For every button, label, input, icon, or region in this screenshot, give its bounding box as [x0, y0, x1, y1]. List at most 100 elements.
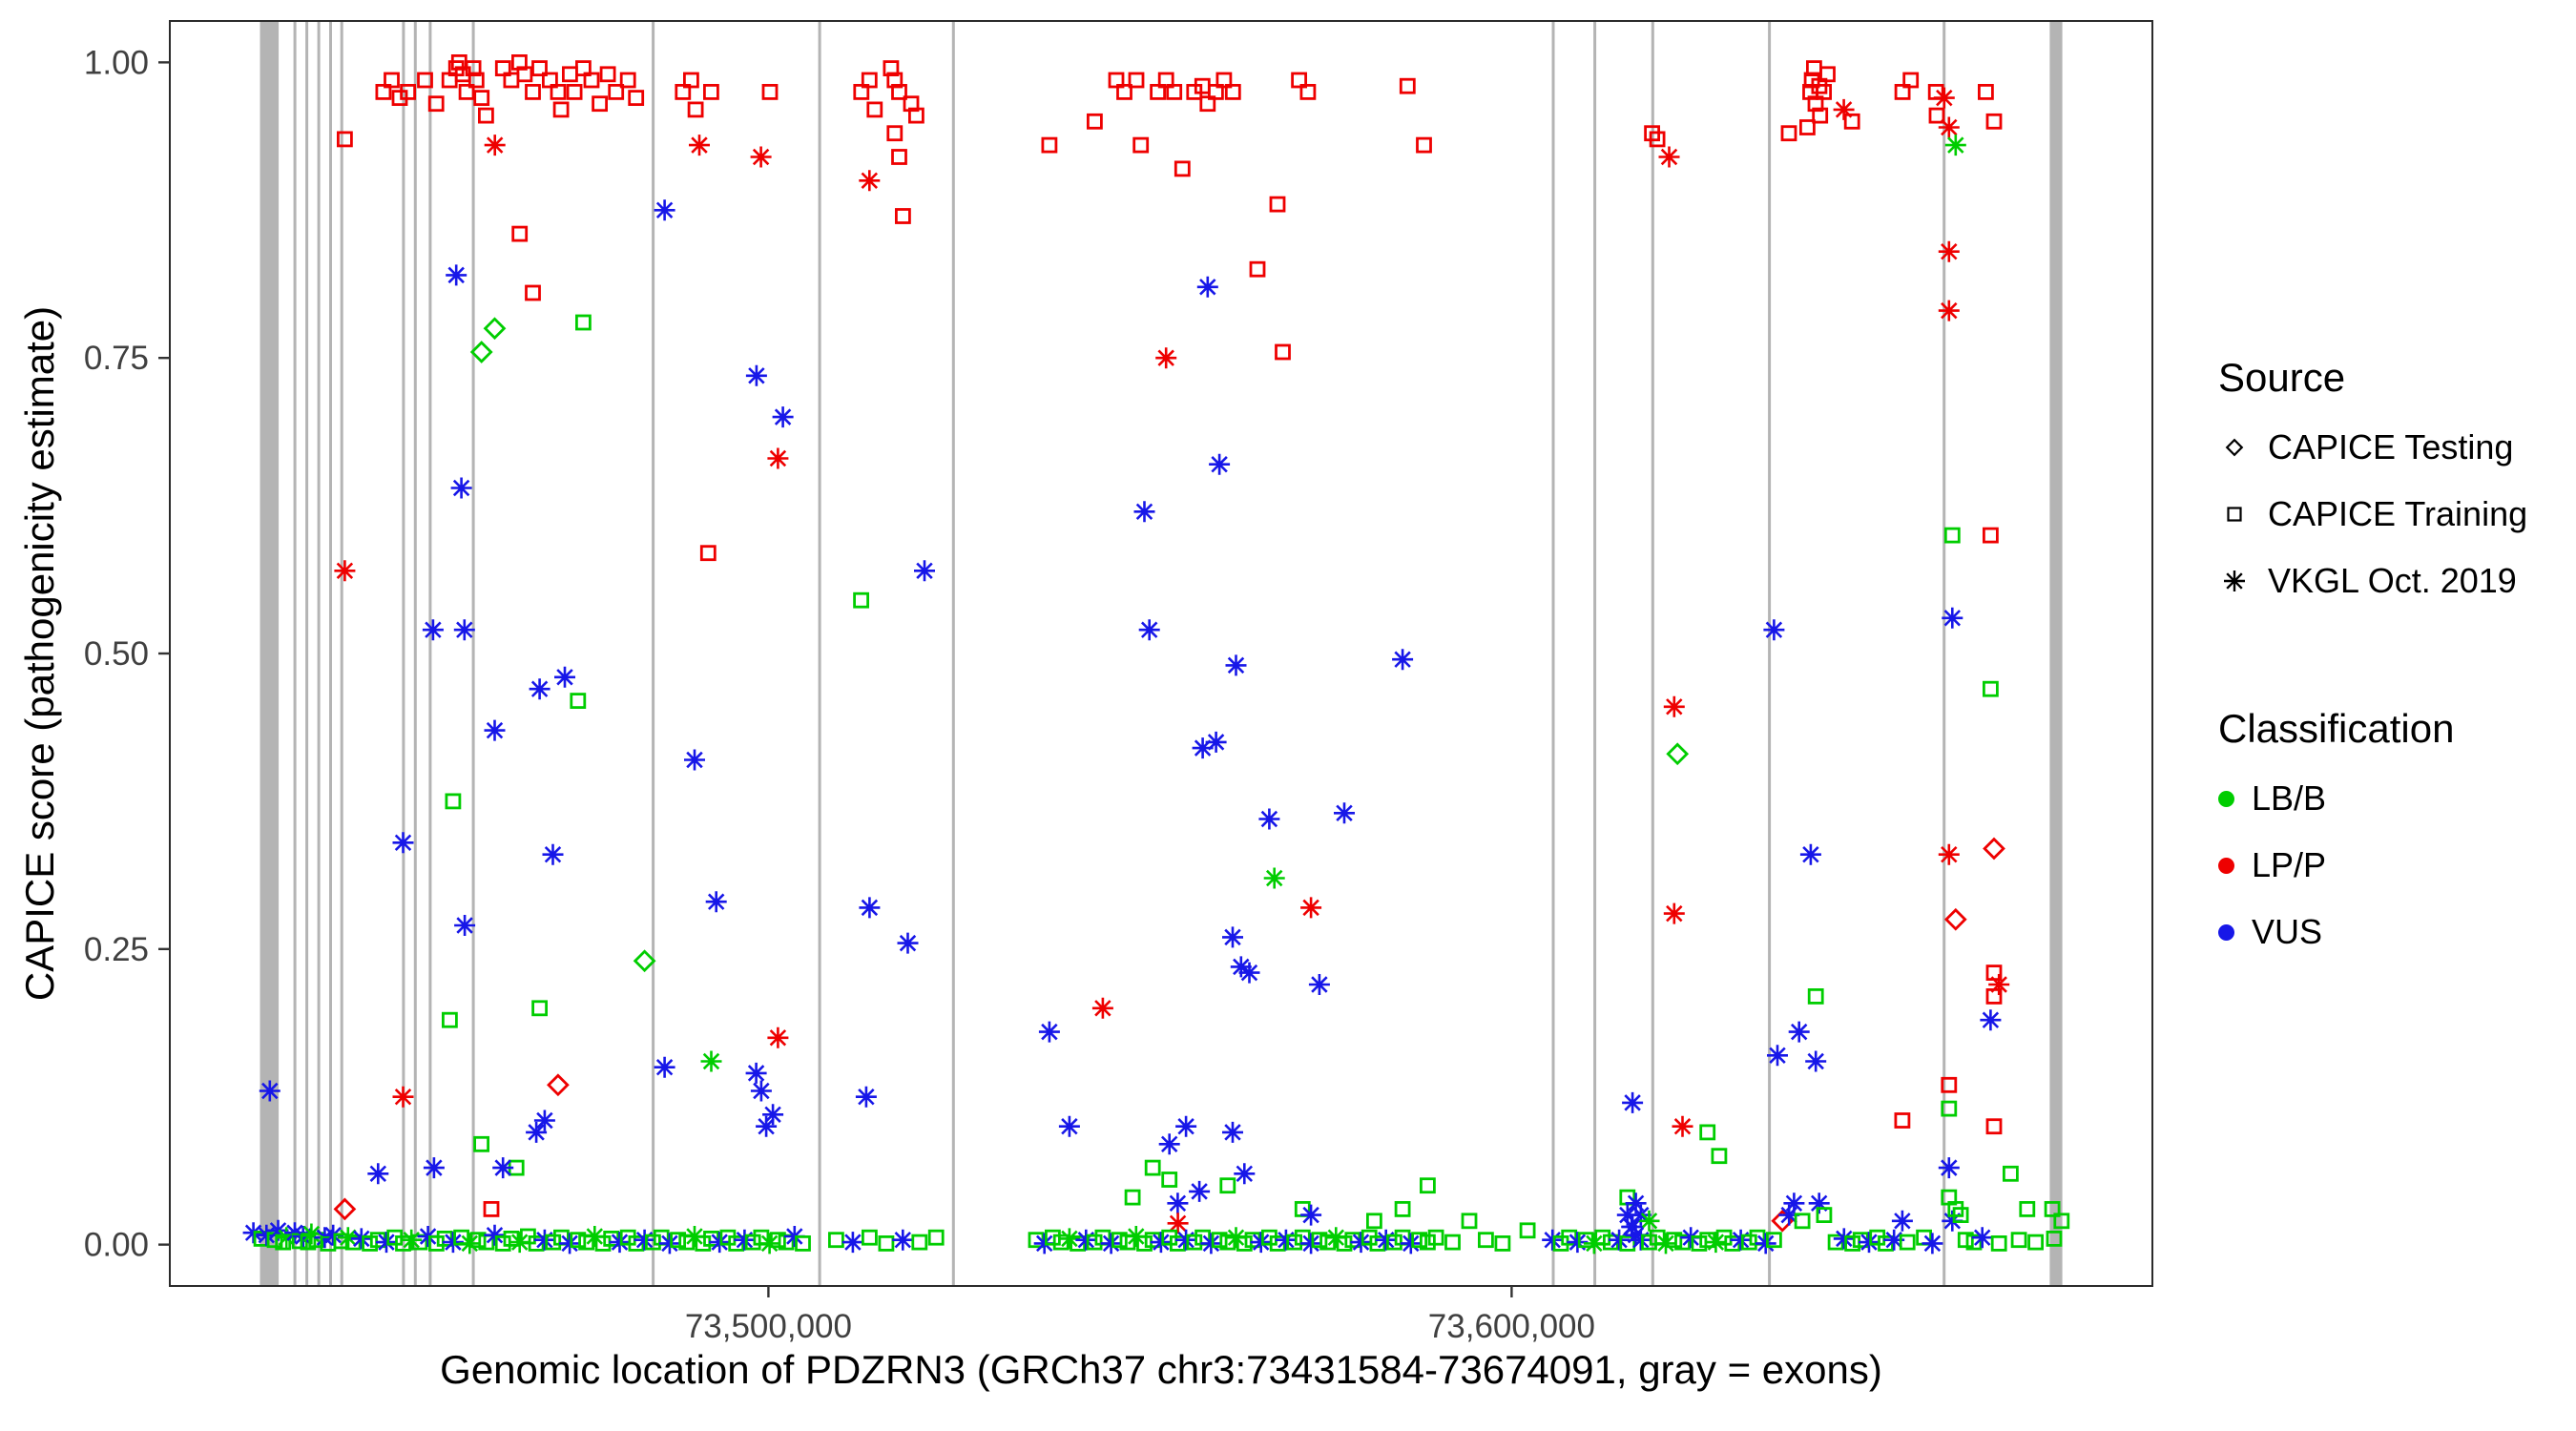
data-point [1461, 1213, 1478, 1230]
exon-band [652, 21, 655, 1286]
data-point [2027, 1234, 2045, 1251]
data-point [525, 284, 541, 301]
data-point [2044, 1201, 2061, 1217]
data-point [562, 66, 578, 83]
data-point [1108, 72, 1125, 89]
data-point [1494, 1235, 1511, 1252]
data-point [459, 1233, 481, 1255]
data-point [1894, 1112, 1911, 1129]
data-point [1308, 974, 1330, 995]
data-point [259, 1080, 280, 1102]
exon-band [1651, 21, 1654, 1286]
data-point [1780, 125, 1797, 142]
data-point [1833, 98, 1855, 120]
data-point [584, 1226, 606, 1247]
data-point [1215, 72, 1233, 89]
data-point [1594, 1229, 1611, 1246]
data-point [2053, 1213, 2070, 1230]
data-point [1680, 1227, 1702, 1249]
legend-item-vus: VUS [2218, 899, 2527, 965]
data-point [417, 1226, 439, 1247]
data-point [492, 1157, 514, 1179]
data-point [883, 60, 900, 76]
data-point [634, 1229, 655, 1251]
data-point [1350, 1232, 1372, 1254]
data-point [1666, 742, 1690, 766]
data-point [1300, 897, 1322, 919]
data-point [516, 66, 533, 83]
data-point [1155, 347, 1177, 369]
data-point [1209, 453, 1231, 475]
data-point [1928, 107, 1945, 124]
data-point [756, 1115, 778, 1137]
data-point [1234, 1163, 1256, 1185]
data-point [1219, 1234, 1236, 1251]
data-point [1933, 87, 1955, 109]
data-point [400, 84, 417, 100]
data-point [1394, 1201, 1411, 1217]
data-point [1058, 1228, 1080, 1250]
data-point [1561, 1229, 1578, 1246]
data-point [1291, 72, 1307, 89]
data-point [531, 1000, 548, 1017]
data-point [1952, 1207, 1969, 1223]
data-point [484, 1224, 506, 1246]
data-point [467, 72, 485, 89]
legend-item-label: CAPICE Training [2268, 494, 2528, 533]
data-point [1965, 1234, 1983, 1251]
legend-item-capice-training: CAPICE Training [2218, 481, 2527, 548]
data-point [465, 60, 482, 76]
data-point [1755, 1233, 1776, 1255]
panel-border [169, 20, 2153, 1287]
data-point [1942, 1210, 1963, 1232]
data-point [1125, 1226, 1147, 1247]
data-point [1788, 1021, 1810, 1043]
data-point [1111, 1232, 1128, 1249]
y-tick-label: 0.50 [84, 635, 149, 673]
data-point [1192, 737, 1214, 759]
data-point [1609, 1229, 1631, 1251]
data-point [483, 317, 507, 341]
data-point [703, 84, 719, 100]
data-point [401, 1229, 423, 1251]
exon-band [2049, 21, 2063, 1286]
y-tick-label: 1.00 [84, 44, 149, 81]
data-point [1138, 619, 1160, 641]
data-point [608, 84, 625, 100]
data-point [1128, 72, 1145, 89]
data-point [526, 1121, 548, 1143]
data-point [853, 591, 869, 609]
data-point [1663, 902, 1685, 924]
data-point [322, 1224, 344, 1246]
data-point [395, 1235, 411, 1252]
data-point [1028, 1232, 1045, 1249]
data-point [1655, 1233, 1676, 1255]
data-point [1944, 135, 1966, 156]
data-point [886, 125, 904, 142]
data-point [1161, 1172, 1178, 1188]
exon-band [329, 21, 332, 1286]
data-point [761, 84, 779, 100]
exon-band [428, 21, 432, 1286]
legend-item-lpp: LP/P [2218, 832, 2527, 899]
data-point [1622, 1091, 1644, 1113]
data-point [1724, 1235, 1741, 1252]
asterisk-icon [2224, 570, 2245, 591]
data-point [1225, 1227, 1247, 1249]
data-point [609, 1232, 631, 1254]
data-point [1816, 1207, 1833, 1223]
data-point [533, 1229, 555, 1251]
legend-source-title: Source [2218, 355, 2346, 400]
data-point [473, 1135, 490, 1152]
data-point [333, 1197, 357, 1221]
data-point [1375, 1229, 1397, 1251]
data-point [683, 72, 699, 89]
data-point [1392, 649, 1414, 671]
data-point [772, 406, 794, 428]
data-point [745, 1062, 767, 1084]
data-point [684, 749, 705, 771]
data-point [344, 1234, 362, 1251]
data-point [1150, 84, 1166, 100]
data-point [1416, 136, 1432, 154]
data-point [783, 1226, 805, 1247]
